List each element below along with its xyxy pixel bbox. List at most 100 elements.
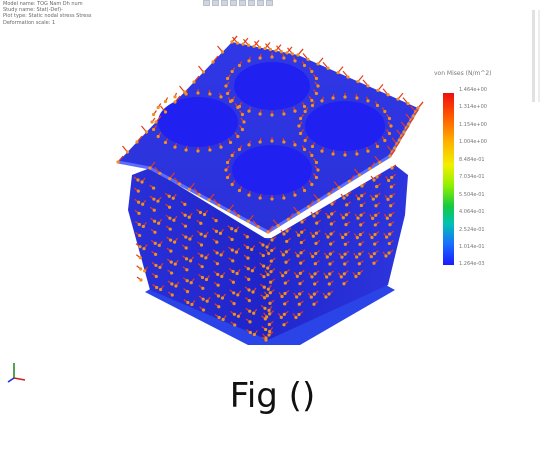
node-marker <box>298 292 302 296</box>
node-marker <box>389 124 393 128</box>
node-marker <box>153 241 157 245</box>
node-marker <box>298 131 303 136</box>
node-marker <box>329 232 333 236</box>
node-marker <box>313 272 317 276</box>
node-marker <box>200 254 204 258</box>
node-marker <box>214 219 218 223</box>
node-marker <box>214 229 219 233</box>
node-marker <box>385 235 389 239</box>
node-marker <box>279 50 284 54</box>
node-marker <box>156 199 160 203</box>
node-marker <box>293 143 297 147</box>
node-marker <box>231 269 235 274</box>
node-marker <box>343 153 347 157</box>
node-marker <box>312 302 316 306</box>
node-marker <box>201 308 206 312</box>
node-marker <box>173 145 177 149</box>
study-info: Model name: TOG Nam Dh num Study name: S… <box>3 1 92 26</box>
node-marker <box>284 260 288 264</box>
node-marker <box>330 202 334 206</box>
rotate-icon[interactable] <box>230 0 237 6</box>
node-marker <box>296 254 300 258</box>
node-marker <box>167 194 171 198</box>
side-panel-edge <box>532 10 535 102</box>
side-panel-edge-2 <box>538 10 540 102</box>
node-marker <box>315 211 319 215</box>
zoom-icon[interactable] <box>212 0 219 6</box>
node-marker <box>337 186 341 190</box>
node-marker <box>393 146 397 150</box>
node-marker <box>137 211 141 215</box>
node-marker <box>357 271 361 276</box>
node-marker <box>270 197 274 201</box>
node-marker <box>356 216 360 220</box>
node-marker <box>247 288 251 292</box>
node-marker <box>372 252 376 256</box>
node-marker <box>369 255 373 259</box>
node-marker <box>184 235 188 239</box>
node-marker <box>267 333 271 337</box>
node-marker <box>266 266 270 270</box>
node-marker <box>374 204 378 208</box>
node-marker <box>354 274 358 279</box>
node-marker <box>325 275 329 279</box>
node-marker <box>317 198 321 202</box>
node-marker <box>157 243 161 247</box>
node-marker <box>143 269 147 273</box>
node-marker <box>293 193 297 197</box>
node-marker <box>282 140 286 144</box>
node-marker <box>200 275 205 280</box>
more-icon[interactable] <box>266 0 273 6</box>
node-marker <box>269 270 273 274</box>
node-marker <box>347 179 351 183</box>
node-marker <box>152 197 156 201</box>
node-marker <box>330 212 334 216</box>
node-marker <box>163 110 168 114</box>
section-icon[interactable] <box>239 0 246 6</box>
node-marker <box>297 233 301 237</box>
node-marker <box>184 148 188 152</box>
node-marker <box>357 173 362 177</box>
node-marker <box>329 222 333 226</box>
node-marker <box>196 149 200 153</box>
node-marker <box>397 138 401 142</box>
node-marker <box>343 242 347 246</box>
info-line: Deformation scale: 1 <box>3 19 56 26</box>
settings-icon[interactable] <box>257 0 264 6</box>
node-marker <box>250 247 254 252</box>
pan-icon[interactable] <box>221 0 228 6</box>
node-marker <box>185 289 190 294</box>
node-marker <box>139 267 143 271</box>
display-icon[interactable] <box>248 0 255 6</box>
node-marker <box>204 256 208 260</box>
node-marker <box>246 267 250 271</box>
node-marker <box>374 194 378 198</box>
node-marker <box>340 255 344 259</box>
axis-triad-icon <box>7 363 26 383</box>
node-marker <box>342 282 346 286</box>
node-marker <box>217 203 221 207</box>
node-marker <box>358 242 362 246</box>
node-marker <box>248 309 252 313</box>
legend-label: 8.484e-01 <box>459 157 485 163</box>
node-marker <box>406 101 410 106</box>
node-marker <box>168 227 172 231</box>
legend-label: 5.504e-01 <box>459 192 485 198</box>
node-marker <box>313 282 317 286</box>
node-marker <box>371 216 375 220</box>
node-marker <box>314 91 319 96</box>
node-marker <box>358 252 362 256</box>
node-marker <box>190 302 194 307</box>
node-marker <box>312 214 316 218</box>
node-marker <box>208 92 212 96</box>
node-marker <box>313 262 317 266</box>
node-marker <box>282 196 286 200</box>
node-marker <box>205 299 209 303</box>
node-marker <box>270 238 274 242</box>
node-marker <box>150 120 154 124</box>
node-marker <box>373 242 377 246</box>
node-marker <box>230 153 234 158</box>
node-marker <box>314 175 319 180</box>
view-icon[interactable] <box>203 0 210 6</box>
node-marker <box>219 95 223 99</box>
